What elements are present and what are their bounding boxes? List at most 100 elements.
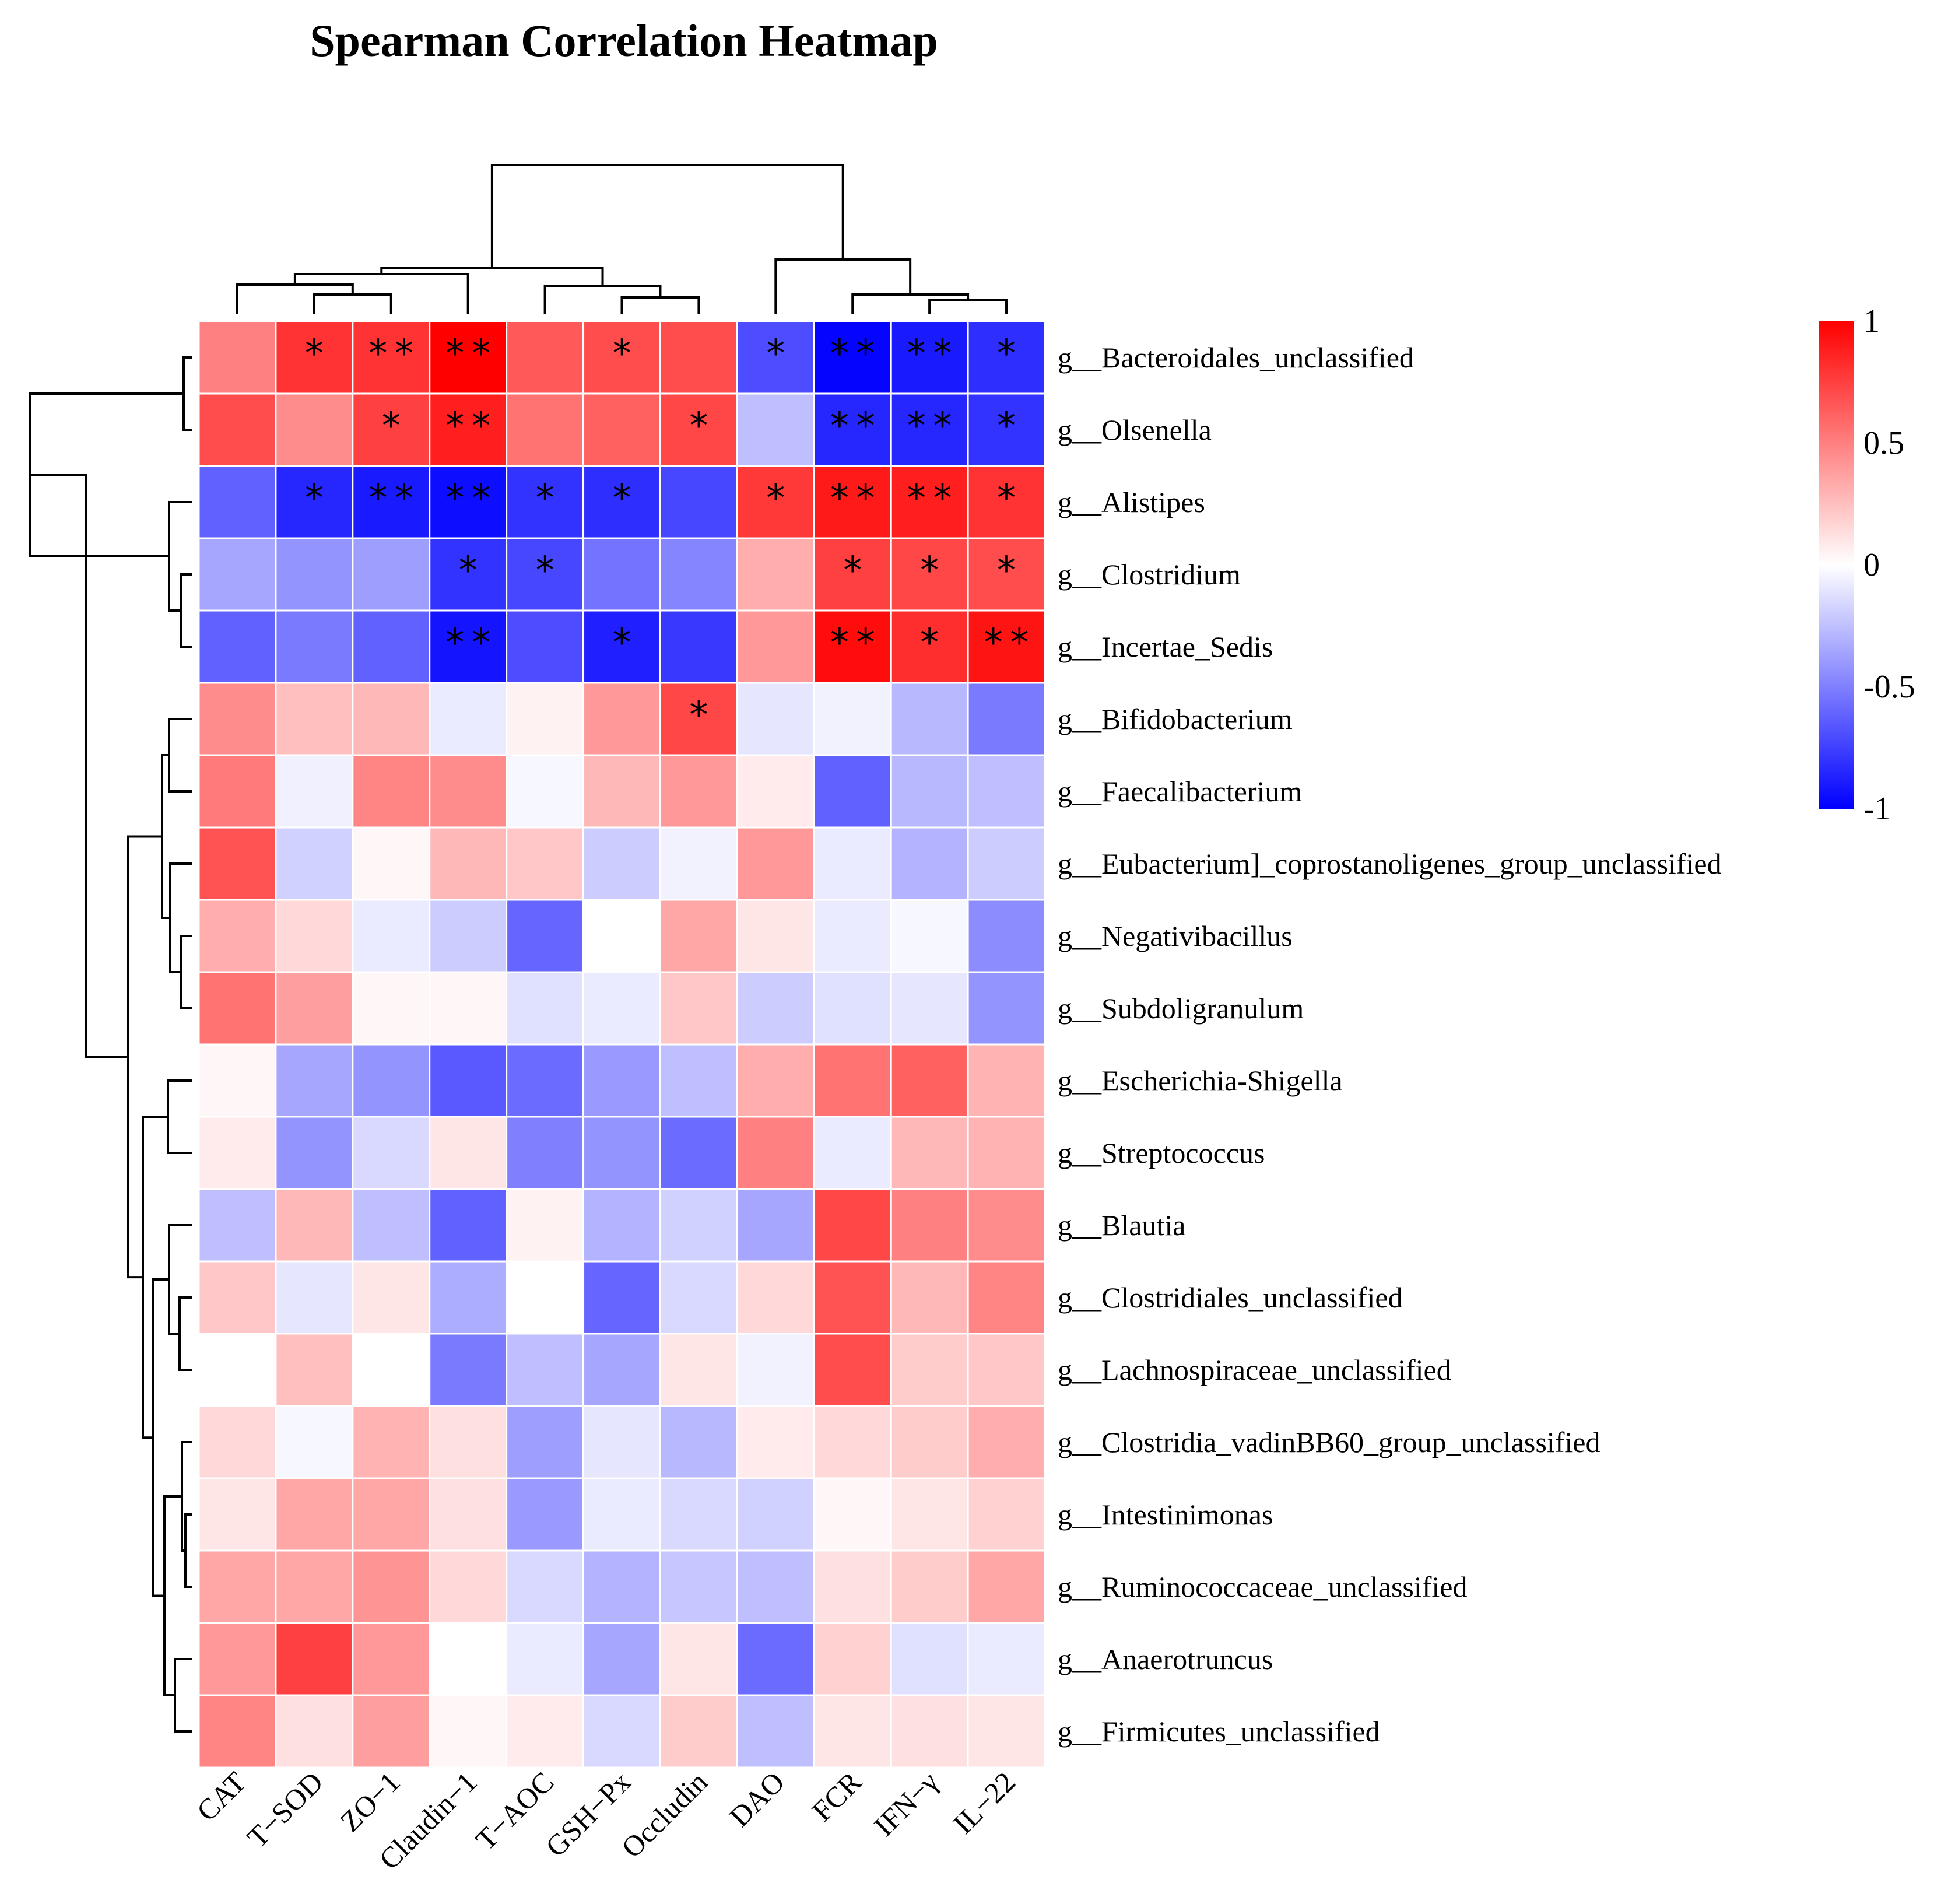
heatmap-cell [352,1260,431,1335]
heatmap-cell [506,1333,585,1407]
heatmap-cell [429,1405,508,1479]
heatmap-cell [352,971,431,1046]
heatmap-cell [659,1043,738,1118]
heatmap-cell [275,392,354,467]
significance-mark: * * [984,622,1029,665]
heatmap-cell [736,1549,815,1624]
heatmap-cell [813,609,892,684]
row-labels: g__Bacteroidales_unclassified g__Olsenell… [1058,341,1722,1748]
heatmap-cell [275,1333,354,1407]
significance-mark: * [305,332,324,376]
significance-mark: * * [445,332,490,376]
dendrogram-branch [490,164,844,268]
significance-mark: * * [907,477,952,520]
heatmap-cell [659,1188,738,1263]
significance-mark: * [459,549,478,592]
heatmap-cell [582,971,661,1046]
heatmap-cell [275,1622,354,1696]
dendrogram-branch [142,1116,168,1439]
heatmap-cell [429,971,508,1046]
dendrogram-branch [30,474,128,1058]
heatmap-cell [198,1260,277,1335]
heatmap-cell [659,537,738,612]
heatmap-cell [275,1260,354,1335]
heatmap-cell [198,609,277,684]
heatmap-cell [967,971,1046,1046]
dendrogram-branch [180,573,192,648]
row-label: g__Alistipes [1058,486,1205,518]
heatmap-cell [582,1116,661,1190]
significance-mark: * * [368,477,413,520]
heatmap-cell [890,609,969,684]
heatmap-cell [275,1188,354,1263]
row-label: g__Incertae_Sedis [1058,630,1273,663]
heatmap-cell [736,1622,815,1696]
heatmap-cell [275,682,354,756]
significance-mark: * [613,622,631,665]
significance-mark: * [920,622,939,665]
significance-mark: * [305,477,324,520]
row-label: g__Blautia [1058,1209,1185,1242]
heatmap-cell [890,1188,969,1263]
heatmap-cell [429,1188,508,1263]
heatmap-cell [352,826,431,901]
row-label: g__Intestinimonas [1058,1498,1273,1531]
heatmap-cell [582,1333,661,1407]
heatmap-cell [198,1694,277,1769]
heatmap-cell [352,754,431,829]
heatmap-cell [198,971,277,1046]
heatmap-cell [429,1694,508,1769]
heatmap-cell [198,1405,277,1479]
heatmap-cell [890,1405,969,1479]
heatmap-cell [890,1260,969,1335]
heatmap-cell [582,1549,661,1624]
heatmap-cell [659,609,738,684]
heatmap-cell [198,754,277,829]
significance-mark: * * [368,332,413,376]
heatmap-cell [813,1260,892,1335]
heatmap-cell [813,682,892,756]
heatmap-cell [198,537,277,612]
column-label: Occludin [615,1765,714,1864]
color-legend: 1 0.5 0 -0.5 -1 [1819,303,1915,827]
column-label: T−SOD [241,1765,329,1854]
heatmap-cell [275,1405,354,1479]
heatmap-cell [582,537,661,612]
row-label: g__Streptococcus [1058,1137,1265,1169]
heatmap-cell [813,899,892,973]
heatmap-cell [967,1333,1046,1407]
significance-mark: * [843,549,862,592]
heatmap-cell [813,1694,892,1769]
heatmap-cell [429,682,508,756]
heatmap-cell [429,754,508,829]
heatmap-cell [736,826,815,901]
heatmap-cell [506,899,585,973]
significance-mark: * * [445,477,490,520]
heatmap-cell [659,1477,738,1552]
heatmap-cell [967,899,1046,973]
heatmap-cell [813,1405,892,1479]
heatmap-cell [659,1116,738,1190]
heatmap-cell [198,1549,277,1624]
heatmap-cell [198,1188,277,1263]
heatmap-cell [506,1043,585,1118]
heatmap-cell [429,899,508,973]
heatmap-cell [813,392,892,467]
heatmap-cell [890,1333,969,1407]
heatmap-cell [352,1333,431,1407]
row-label: g__Bacteroidales_unclassified [1058,341,1414,374]
heatmap-cell [198,1043,277,1118]
row-label: g__Subdoligranulum [1058,992,1304,1025]
heatmap-cell [198,826,277,901]
dendrogram-branch [167,1079,192,1154]
heatmap-cell [275,537,354,612]
heatmap-cell [967,1622,1046,1696]
significance-mark: * * [830,332,875,376]
significance-mark: * [997,332,1016,376]
heatmap-cell [429,1260,508,1335]
heatmap-cell [967,465,1046,539]
heatmap-cell [352,899,431,973]
row-label: g__Anaerotruncus [1058,1643,1273,1675]
significance-mark: * * [830,622,875,665]
